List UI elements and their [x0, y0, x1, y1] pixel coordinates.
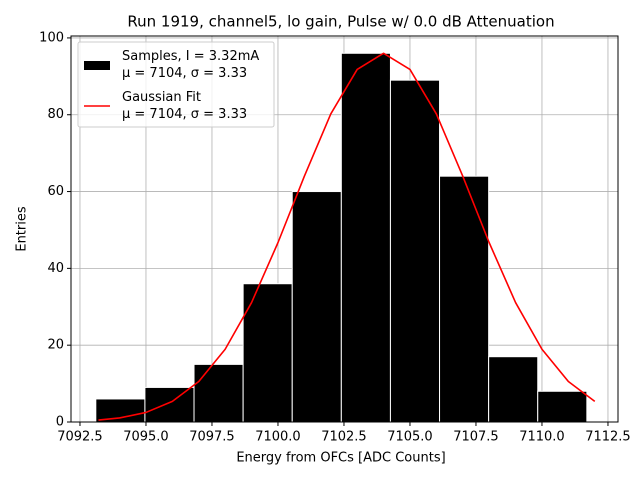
x-tick-label: 7107.5 — [453, 430, 499, 445]
histogram-bar — [291, 191, 342, 423]
y-tick-label: 0 — [56, 415, 64, 430]
histogram-bar — [144, 386, 195, 423]
histogram-bar — [488, 356, 539, 423]
x-tick-label: 7112.5 — [585, 430, 631, 445]
legend-swatch — [84, 61, 110, 70]
x-tick-label: 7097.5 — [189, 430, 235, 445]
histogram-bar — [193, 363, 244, 423]
x-tick-label: 7095.0 — [123, 430, 169, 445]
y-tick-label: 40 — [47, 261, 64, 276]
histogram-bar — [537, 390, 588, 423]
y-tick-label: 80 — [47, 107, 64, 122]
x-tick-label: 7110.0 — [519, 430, 565, 445]
fit-line — [98, 52, 596, 421]
x-tick-label: 7092.5 — [57, 430, 103, 445]
x-tick-label: 7100.0 — [255, 430, 301, 445]
y-tick-label: 20 — [47, 338, 64, 353]
chart-title: Run 1919, channel5, lo gain, Pulse w/ 0.… — [127, 13, 554, 31]
y-axis-label: Entries — [15, 206, 30, 252]
x-axis-label: Energy from OFCs [ADC Counts] — [236, 451, 445, 466]
histogram-bar — [389, 79, 441, 423]
histogram-bar — [340, 52, 391, 423]
legend-box — [77, 41, 275, 128]
histogram-bar — [439, 175, 490, 423]
legend-label: Gaussian Fit μ = 7104, σ = 3.33 — [122, 90, 247, 122]
x-tick-label: 7102.5 — [321, 430, 367, 445]
y-tick-label: 60 — [47, 184, 64, 199]
y-tick-label: 100 — [39, 30, 64, 45]
x-tick-label: 7105.0 — [387, 430, 433, 445]
axes-frame — [70, 35, 619, 423]
legend-label: Samples, I = 3.32mA μ = 7104, σ = 3.33 — [122, 49, 259, 81]
histogram-bar — [242, 283, 293, 423]
